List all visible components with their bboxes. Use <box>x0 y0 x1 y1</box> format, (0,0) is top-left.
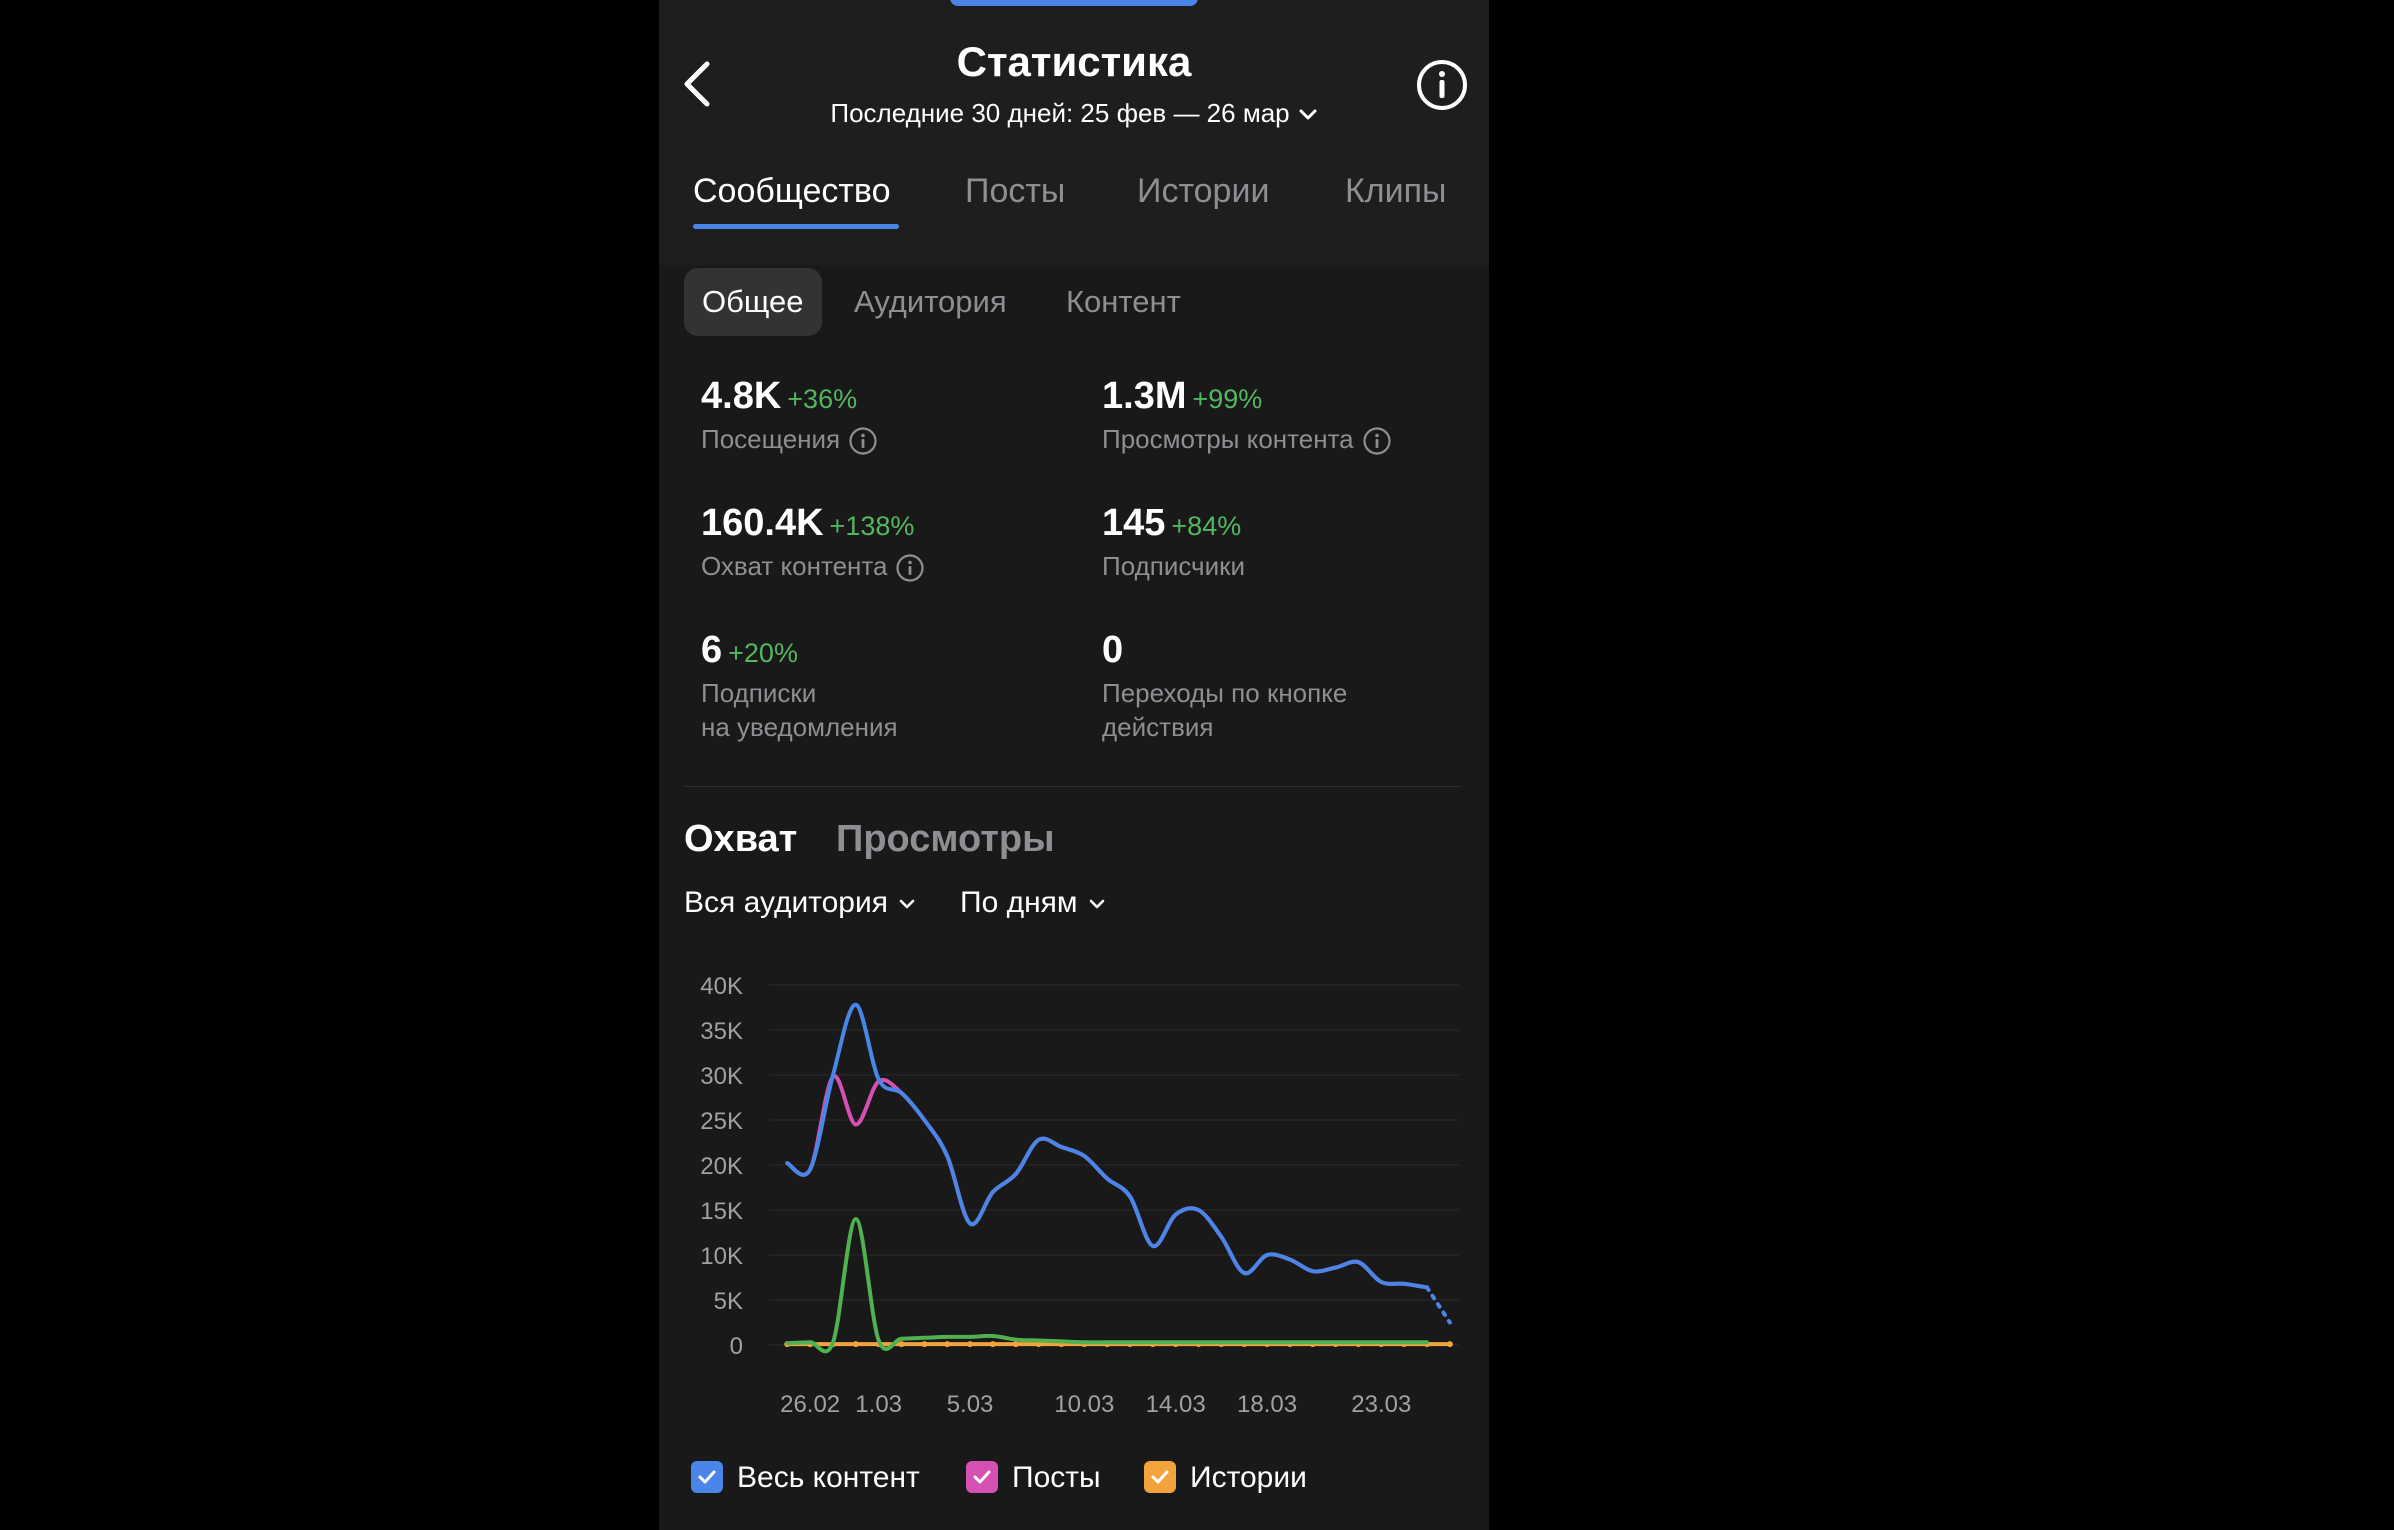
period-selector[interactable]: Последние 30 дней: 25 фев — 26 мар <box>659 98 1489 129</box>
metric-label: на уведомления <box>701 712 898 742</box>
legend-label: Посты <box>1012 1461 1101 1494</box>
chart-tab-reach[interactable]: Охват <box>684 818 798 860</box>
audience-filter-dropdown[interactable]: Вся аудитория <box>684 886 916 920</box>
metric-label: Охват контента <box>701 551 888 581</box>
info-icon[interactable] <box>848 426 878 456</box>
active-tab-indicator <box>693 224 899 229</box>
metric-visits: 4.8K +36% Посещения <box>701 375 1061 456</box>
metric-delta: +84% <box>1171 511 1242 541</box>
series-line-green <box>785 1216 1429 1354</box>
metric-label: Переходы по кнопке <box>1102 678 1348 708</box>
tab-community[interactable]: Сообщество <box>693 172 891 210</box>
x-tick-label: 14.03 <box>1146 1391 1206 1418</box>
metric-label: действия <box>1102 712 1214 742</box>
series-point-stories <box>967 1341 974 1348</box>
series-point-stories <box>1035 1341 1042 1348</box>
page-title: Статистика <box>956 38 1192 85</box>
grouping-filter-dropdown[interactable]: По дням <box>960 886 1106 920</box>
reach-line-chart: 40K 35K 30K 25K 20K 15K 10K 5K 0 26.02 1.03 5.03 10… <box>700 973 1459 1418</box>
grouping-filter-label: По дням <box>960 886 1078 919</box>
series-line-all-content-forecast <box>1425 1285 1452 1325</box>
metric-value: 145 <box>1102 502 1166 544</box>
metric-label: Подписки <box>701 678 817 708</box>
series-point-stories <box>944 1341 951 1348</box>
x-tick-label: 10.03 <box>1054 1391 1114 1418</box>
divider <box>684 786 1462 787</box>
chevron-down-icon <box>1299 109 1317 120</box>
y-tick-label: 0 <box>730 1333 743 1360</box>
metric-content-reach: 160.4K +138% Охват контента <box>701 502 1061 583</box>
metric-value: 4.8K <box>701 375 782 417</box>
y-tick-label: 35K <box>700 1018 743 1045</box>
metric-value: 160.4K <box>701 502 824 544</box>
chevron-down-icon <box>899 899 915 909</box>
checkbox-checked-icon[interactable] <box>966 1461 998 1494</box>
y-tick-label: 25K <box>700 1108 743 1135</box>
chevron-down-icon <box>1089 899 1104 909</box>
legend-posts[interactable]: Посты <box>966 1460 1101 1496</box>
header: Статистика Последние 30 дней: 25 фев — 2… <box>659 0 1489 265</box>
x-tick-label: 5.03 <box>947 1391 994 1418</box>
y-tick-label: 20K <box>700 1153 743 1180</box>
legend-stories[interactable]: Истории <box>1144 1460 1307 1496</box>
tab-clips[interactable]: Клипы <box>1345 172 1447 210</box>
legend-label: Истории <box>1190 1461 1307 1494</box>
metric-delta: +36% <box>787 384 858 414</box>
y-tick-label: 10K <box>700 1243 743 1270</box>
metric-value: 0 <box>1102 629 1124 671</box>
series-line-all-content <box>785 1002 1429 1290</box>
series-line-posts <box>785 1074 1429 1290</box>
audience-filter-label: Вся аудитория <box>684 886 888 919</box>
metric-label: Подписчики <box>1102 551 1246 581</box>
subtab-audience[interactable]: Аудитория <box>854 284 1007 319</box>
metric-delta: +20% <box>728 638 798 668</box>
back-chevron-icon[interactable] <box>677 58 717 110</box>
phone-screen: Статистика Последние 30 дней: 25 фев — 2… <box>659 0 1489 1530</box>
series-point-stories <box>989 1341 996 1348</box>
checkbox-checked-icon[interactable] <box>691 1461 723 1494</box>
info-icon[interactable] <box>895 553 925 583</box>
legend-label: Весь контент <box>737 1461 920 1494</box>
x-tick-label: 26.02 <box>780 1391 840 1418</box>
info-icon[interactable] <box>1362 426 1392 456</box>
subtab-content[interactable]: Контент <box>1066 284 1181 319</box>
metric-action-button-clicks: 0 Переходы по кнопке действия <box>1102 629 1462 744</box>
y-tick-label: 5K <box>714 1288 743 1315</box>
y-tick-label: 30K <box>700 1063 743 1090</box>
metric-delta: +138% <box>829 511 915 541</box>
metric-subscribers: 145 +84% Подписчики <box>1102 502 1462 583</box>
series-point-stories <box>1012 1341 1019 1348</box>
legend-all-content[interactable]: Весь контент <box>691 1460 920 1496</box>
series-point-stories <box>852 1341 859 1348</box>
x-tick-label: 1.03 <box>855 1391 902 1418</box>
metric-label: Посещения <box>701 424 841 454</box>
y-tick-label: 40K <box>700 973 743 1000</box>
x-tick-label: 18.03 <box>1237 1391 1297 1418</box>
metric-label: Просмотры контента <box>1102 424 1354 454</box>
series-point-stories <box>898 1341 905 1348</box>
chart-tab-views[interactable]: Просмотры <box>836 818 1055 860</box>
x-tick-label: 23.03 <box>1351 1391 1411 1418</box>
subtab-general[interactable]: Общее <box>684 268 822 336</box>
metric-value: 6 <box>701 629 723 671</box>
main-tabs: Сообщество Посты Истории Клипы <box>659 168 1489 238</box>
period-label: Последние 30 дней: 25 фев — 26 мар <box>830 98 1290 128</box>
series-point-stories <box>1446 1341 1453 1348</box>
tab-stories[interactable]: Истории <box>1137 172 1270 210</box>
y-tick-label: 15K <box>700 1198 743 1225</box>
sub-tabs: Общее Аудитория Контент <box>659 268 1489 338</box>
metric-value: 1.3M <box>1102 375 1187 417</box>
metric-delta: +99% <box>1192 384 1263 414</box>
top-pill-indicator <box>950 0 1198 6</box>
metric-notification-subs: 6 +20% Подписки на уведомления <box>701 629 1061 744</box>
tab-posts[interactable]: Посты <box>965 172 1066 210</box>
info-icon[interactable] <box>1415 58 1469 112</box>
series-point-stories <box>921 1341 928 1348</box>
checkbox-checked-icon[interactable] <box>1144 1461 1176 1494</box>
metric-content-views: 1.3M +99% Просмотры контента <box>1102 375 1462 456</box>
